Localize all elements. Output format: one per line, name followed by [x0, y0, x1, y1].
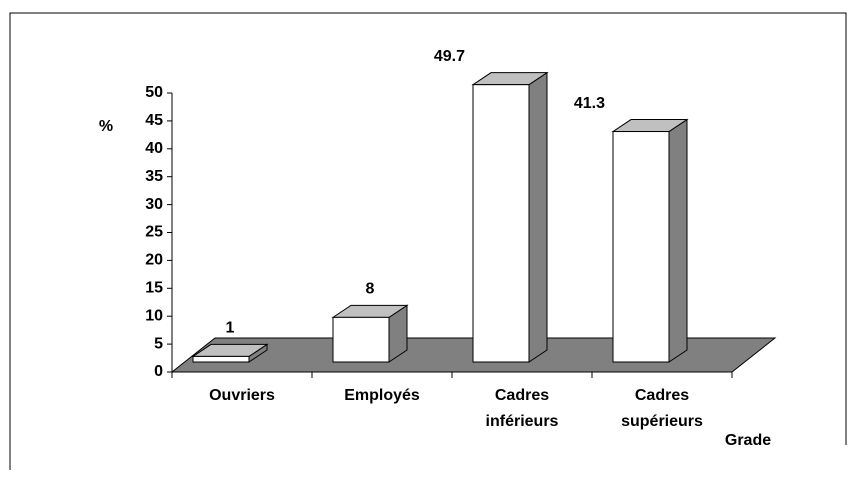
y-tick-label: 50	[145, 84, 163, 101]
bar-front	[612, 131, 670, 363]
y-tick-label: 0	[154, 363, 163, 380]
y-tick-label: 20	[145, 252, 163, 269]
y-tick-label: 5	[154, 335, 163, 352]
value-label: 41.3	[574, 95, 605, 112]
y-tick-label: 10	[145, 307, 163, 324]
bar	[191, 343, 269, 363]
x-axis-label: Grade	[725, 432, 771, 449]
bar-front	[192, 355, 250, 363]
bar	[471, 71, 549, 363]
y-tick-label: 35	[145, 168, 163, 185]
bar-front	[332, 316, 390, 363]
y-tick-label: 15	[145, 280, 163, 297]
bar	[331, 304, 409, 363]
x-tick-label: Cadres inférieurs	[486, 387, 559, 430]
value-label: 8	[366, 281, 375, 298]
y-tick-label: 30	[145, 196, 163, 213]
x-tick-label: Employés	[344, 387, 420, 404]
bar-side	[668, 118, 688, 363]
bar-front	[472, 84, 530, 363]
value-label: 49.7	[434, 48, 465, 65]
frame	[9, 12, 847, 470]
y-tick-label: 40	[145, 140, 163, 157]
y-tick-label: 25	[145, 224, 163, 241]
y-axis-label: %	[99, 118, 113, 135]
x-tick-label: Cadres supérieurs	[621, 387, 703, 430]
bar	[611, 118, 689, 363]
x-tick-label: Ouvriers	[209, 387, 275, 404]
bar-side	[528, 71, 548, 363]
y-tick-label: 45	[145, 112, 163, 129]
value-label: 1	[226, 320, 235, 337]
